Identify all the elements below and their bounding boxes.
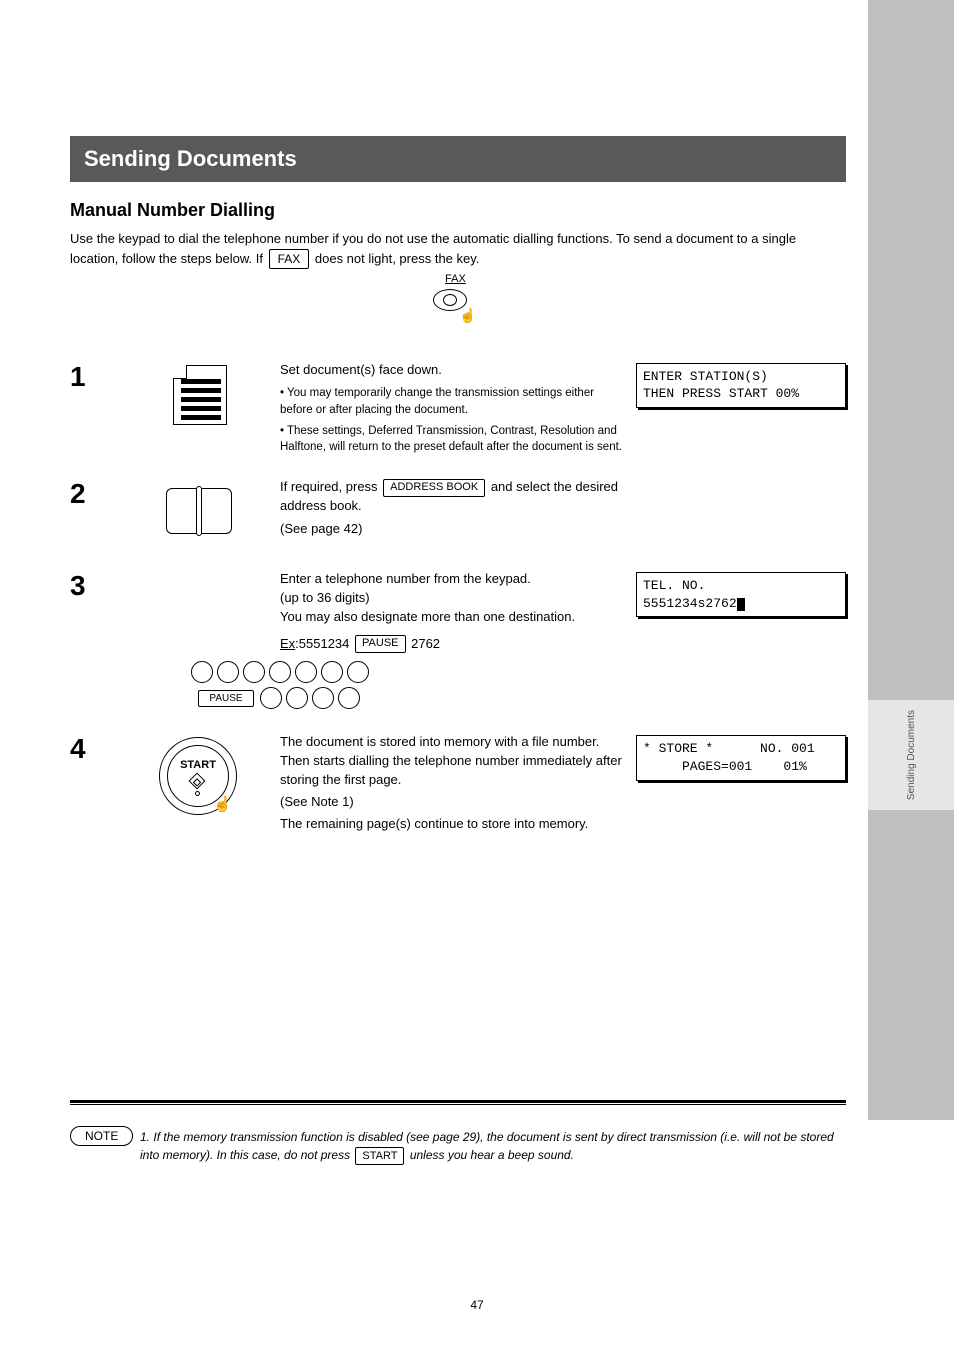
page-headline-text: Sending Documents: [84, 146, 297, 172]
step-4-tail: The remaining page(s) continue to store …: [280, 815, 626, 834]
start-button-icon: START ☝: [155, 733, 245, 823]
step-1-bullet1: • You may temporarily change the transmi…: [280, 385, 626, 418]
step-2-number: 2: [70, 478, 120, 510]
side-tab: Sending Documents: [868, 700, 954, 810]
step-3-ex-tail: 2762: [408, 636, 441, 651]
note-pill: NOTE: [70, 1126, 133, 1146]
keypad-icon: PAUSE: [180, 659, 380, 711]
lcd-step3: TEL. NO. 5551234s2762: [636, 572, 846, 617]
side-gray-bar: [868, 0, 954, 1120]
step-3-number: 3: [70, 570, 120, 602]
lcd-step3-line2: 5551234s2762: [643, 596, 737, 611]
lcd-step4: * STORE * NO. 001 PAGES=001 01%: [636, 735, 846, 780]
address-book-icon: [160, 478, 240, 548]
lcd-step1-line1: ENTER STATION(S): [643, 369, 768, 384]
start-key: START: [355, 1147, 404, 1166]
step-3-ex: Ex: [280, 636, 295, 651]
step-3-text: Enter a telephone number from the keypad…: [280, 570, 626, 627]
pause-key-label: PAUSE: [198, 690, 253, 707]
fax-icon-label: FAX: [445, 271, 466, 288]
cursor-icon: [737, 598, 745, 611]
side-tab-label: Sending Documents: [906, 710, 917, 800]
note-item-num: 1.: [140, 1130, 150, 1144]
fax-key: FAX: [269, 249, 310, 269]
intro-suffix: does not light, press the key.: [315, 251, 480, 266]
press-hand-icon: ☝: [459, 305, 476, 326]
step-1: 1 Set document(s) face down. • You may t…: [70, 361, 846, 457]
document-icon: [165, 361, 235, 431]
step-2: 2 If required, press ADDRESS BOOK and se…: [70, 478, 846, 548]
lcd-step1-line2: THEN PRESS START 00%: [643, 386, 799, 401]
step-1-bullet2: • These settings, Deferred Transmission,…: [280, 423, 626, 456]
press-hand-icon: ☝: [213, 795, 232, 813]
note-separator: [70, 1100, 846, 1104]
step-2-prefix: If required, press: [280, 479, 381, 494]
lcd-step1: ENTER STATION(S) THEN PRESS START 00%: [636, 363, 846, 408]
step-2-see: (See page 42): [280, 520, 626, 539]
note-suffix: unless you hear a beep sound.: [410, 1148, 574, 1162]
step-1-number: 1: [70, 361, 120, 393]
intro-paragraph: Use the keypad to dial the telephone num…: [70, 229, 846, 339]
subhead: Manual Number Dialling: [70, 200, 846, 221]
note-body: 1. If the memory transmission function i…: [140, 1128, 846, 1165]
lcd-step4-line1: * STORE * NO. 001: [643, 741, 815, 756]
step-1-text: Set document(s) face down.: [280, 361, 626, 380]
step-4: 4 START ☝ The document is stored into me…: [70, 733, 846, 833]
step-4-note: (See Note 1): [280, 793, 626, 812]
step-3-ex-val: :5551234: [295, 636, 353, 651]
lcd-step3-line1: TEL. NO.: [643, 578, 705, 593]
page-number: 47: [0, 1298, 954, 1312]
keypad-row: PAUSE: [70, 659, 846, 711]
content-area: Sending Documents Manual Number Dialling…: [70, 136, 846, 834]
step-4-text: The document is stored into memory with …: [280, 733, 626, 790]
address-book-key: ADDRESS BOOK: [383, 479, 485, 497]
pause-key: PAUSE: [355, 635, 405, 653]
fax-icon: FAX ☝: [423, 275, 493, 333]
step-3: 3 Enter a telephone number from the keyp…: [70, 570, 846, 653]
page-headline: Sending Documents: [70, 136, 846, 182]
start-button-label: START: [155, 759, 241, 771]
lcd-step4-line2: PAGES=001 01%: [643, 759, 807, 774]
step-4-number: 4: [70, 733, 120, 765]
